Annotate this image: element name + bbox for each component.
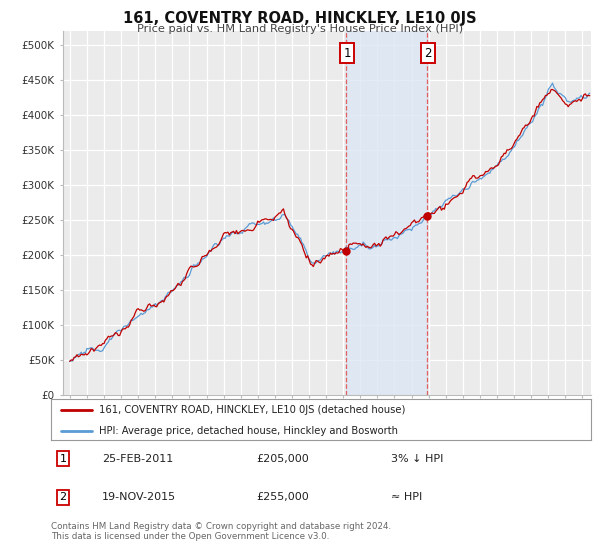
Text: 19-NOV-2015: 19-NOV-2015 <box>103 492 176 502</box>
Text: 3% ↓ HPI: 3% ↓ HPI <box>391 454 443 464</box>
Text: 2: 2 <box>59 492 67 502</box>
Text: 1: 1 <box>343 46 351 60</box>
Text: Price paid vs. HM Land Registry's House Price Index (HPI): Price paid vs. HM Land Registry's House … <box>137 24 463 34</box>
Text: 2: 2 <box>425 46 432 60</box>
Text: £205,000: £205,000 <box>256 454 309 464</box>
Text: 1: 1 <box>59 454 67 464</box>
Text: ≈ HPI: ≈ HPI <box>391 492 422 502</box>
Text: 25-FEB-2011: 25-FEB-2011 <box>103 454 173 464</box>
Text: Contains HM Land Registry data © Crown copyright and database right 2024.
This d: Contains HM Land Registry data © Crown c… <box>51 522 391 542</box>
Text: HPI: Average price, detached house, Hinckley and Bosworth: HPI: Average price, detached house, Hinc… <box>98 426 398 436</box>
Bar <box>346 31 427 395</box>
Text: 161, COVENTRY ROAD, HINCKLEY, LE10 0JS: 161, COVENTRY ROAD, HINCKLEY, LE10 0JS <box>123 11 477 26</box>
Text: 161, COVENTRY ROAD, HINCKLEY, LE10 0JS (detached house): 161, COVENTRY ROAD, HINCKLEY, LE10 0JS (… <box>98 405 405 415</box>
Text: £255,000: £255,000 <box>256 492 309 502</box>
